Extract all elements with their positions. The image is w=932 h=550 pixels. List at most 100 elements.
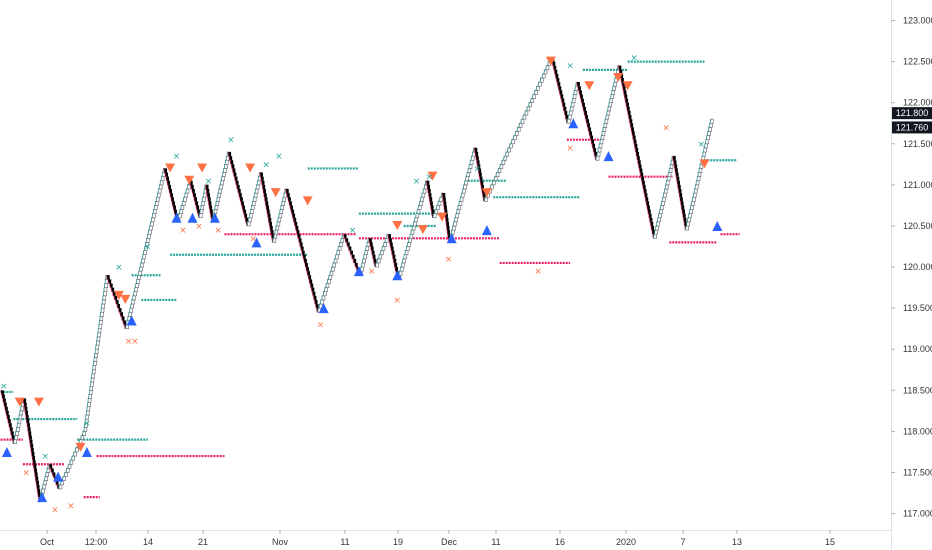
- brick-down: [582, 102, 585, 107]
- brick-down: [229, 156, 233, 161]
- down-trend-line: [105, 275, 126, 329]
- support-x-mark: ×: [317, 321, 325, 331]
- sell-signal-triangle: [481, 188, 492, 198]
- up-trend-line: [595, 65, 619, 161]
- brick-down: [34, 472, 38, 477]
- brick-down: [173, 205, 176, 210]
- up-trend-line: [316, 234, 344, 313]
- brick-down: [674, 164, 678, 169]
- brick-down: [55, 480, 59, 485]
- resistance-x-mark: ×: [42, 452, 50, 462]
- buy-signal-triangle: [53, 471, 64, 482]
- brick-down: [346, 242, 350, 247]
- brick-down: [389, 238, 392, 243]
- brick-down: [629, 119, 633, 124]
- brick-down: [677, 180, 681, 185]
- time-tick-label: 11: [491, 537, 500, 547]
- brick-down: [208, 201, 212, 206]
- brick-down: [391, 250, 395, 255]
- brick-down: [260, 172, 263, 177]
- price-badge-label: 121.800: [896, 108, 929, 118]
- brick-down: [443, 201, 447, 206]
- brick-down: [557, 82, 561, 87]
- brick-down: [631, 127, 634, 132]
- brick-down: [635, 147, 639, 153]
- brick-down: [314, 299, 318, 305]
- sell-signal-triangle: [427, 171, 438, 181]
- brick-down: [228, 152, 232, 157]
- down-trend-line: [425, 180, 433, 218]
- brick-down: [584, 110, 587, 116]
- brick-down: [209, 209, 213, 214]
- brick-down: [243, 209, 247, 214]
- brick-down: [628, 115, 632, 120]
- time-tick-label: Dec: [441, 537, 458, 547]
- brick-down: [447, 234, 451, 239]
- sell-signal-triangle: [545, 56, 556, 66]
- down-trend-line: [259, 172, 273, 243]
- resistance-x-mark: ×: [144, 243, 152, 253]
- sell-signal-triangle: [14, 397, 25, 407]
- price-tick-label: 119.500: [903, 303, 932, 313]
- time-tick-label: 2020: [616, 537, 636, 547]
- time-tick-label: 13: [732, 537, 742, 547]
- brick-down: [167, 180, 171, 185]
- sell-signal-triangle: [699, 159, 710, 169]
- brick-down: [123, 320, 126, 325]
- brick-down: [121, 316, 125, 321]
- brick-down: [445, 213, 448, 218]
- up-trend-line: [83, 275, 107, 432]
- brick-down: [585, 115, 588, 120]
- brick-down: [312, 291, 316, 296]
- brick-down: [683, 217, 687, 222]
- brick-down: [446, 225, 450, 231]
- sell-signal-triangle: [184, 175, 195, 185]
- brick-down: [291, 209, 295, 214]
- brick-down: [552, 61, 556, 66]
- support-x-mark: ×: [179, 226, 187, 236]
- brick-down: [292, 213, 296, 218]
- time-axis[interactable]: Oct 12:00 14 21 Nov 11 19 Dec 11 16 2020 7 13 15: [40, 530, 835, 547]
- brick-down: [625, 98, 629, 103]
- brick-down: [590, 135, 594, 140]
- down-trend-line: [441, 193, 449, 243]
- brick-down: [673, 160, 677, 165]
- brick-down: [241, 201, 244, 206]
- price-axis[interactable]: 117.000 117.500 118.000 118.500 119.000 119.5…: [891, 16, 932, 519]
- brick-down: [295, 225, 299, 231]
- down-trend-line: [672, 156, 686, 231]
- sell-signal-triangle: [270, 188, 281, 198]
- brick-down: [286, 193, 290, 198]
- down-trend-line: [473, 147, 485, 202]
- brick-down: [640, 172, 644, 177]
- brick-down: [392, 254, 396, 259]
- brick-down: [558, 86, 562, 91]
- brick-down: [348, 246, 352, 251]
- up-trend-line: [448, 147, 475, 243]
- brick-down: [168, 184, 172, 189]
- up-trend-line: [124, 168, 165, 329]
- price-tick-label: 121.000: [903, 180, 932, 190]
- brick-down: [118, 308, 122, 313]
- brick-down: [196, 205, 200, 210]
- brick-down: [115, 299, 119, 305]
- brick-down: [260, 176, 264, 181]
- brick-down: [236, 184, 240, 189]
- buy-signal-triangle: [187, 212, 198, 223]
- brick-down: [646, 201, 650, 206]
- brick-down: [373, 258, 377, 263]
- brick-down: [263, 188, 266, 194]
- brick-down: [299, 242, 303, 247]
- price-tick-label: 122.500: [903, 57, 932, 67]
- brick-down: [578, 86, 581, 91]
- brick-down: [193, 193, 196, 198]
- down-trend-line: [204, 184, 213, 222]
- brick-down: [627, 110, 631, 116]
- sell-signal-triangle: [245, 163, 256, 173]
- support-x-mark: ×: [534, 267, 542, 277]
- brick-down: [237, 188, 241, 194]
- buy-signal-triangle: [126, 315, 137, 326]
- resistance-x-mark: ×: [275, 152, 283, 162]
- sell-signal-triangle: [417, 225, 428, 235]
